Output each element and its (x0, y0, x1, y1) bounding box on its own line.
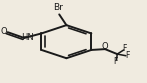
Text: F: F (125, 51, 130, 60)
Text: Br: Br (53, 2, 63, 12)
Text: HN: HN (21, 33, 34, 42)
Text: F: F (114, 57, 118, 66)
Text: F: F (123, 44, 127, 53)
Text: O: O (0, 27, 7, 36)
Text: O: O (102, 42, 109, 51)
